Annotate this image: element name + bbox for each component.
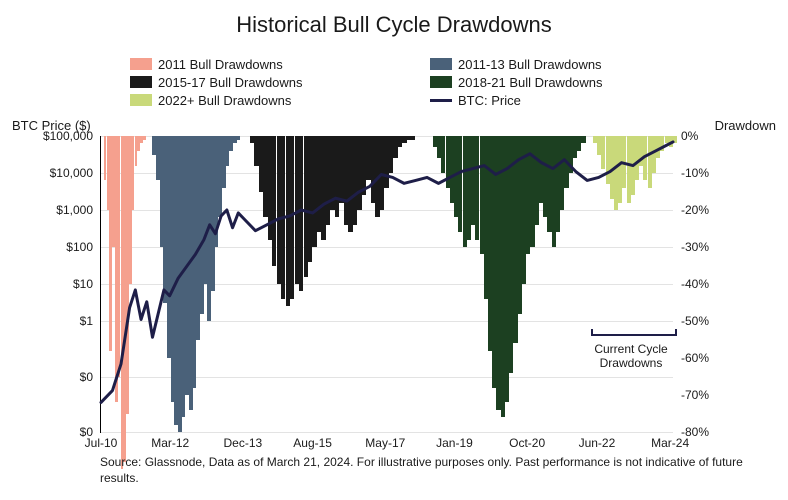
y-right-tick: -50% (681, 314, 709, 328)
legend-label: 2018-21 Bull Drawdowns (458, 75, 603, 90)
x-tick: Mar-12 (151, 436, 189, 450)
y-left-tick: $0 (23, 425, 93, 439)
x-tick: Oct-20 (509, 436, 545, 450)
y-right-tick: -70% (681, 388, 709, 402)
x-tick: Dec-13 (224, 436, 263, 450)
legend-label: 2022+ Bull Drawdowns (158, 93, 291, 108)
source-note: Source: Glassnode, Data as of March 21, … (100, 454, 768, 486)
chart-title: Historical Bull Cycle Drawdowns (0, 12, 788, 38)
plot-area: Current Cycle Drawdowns $100,000$10,000$… (100, 136, 673, 433)
swatch (130, 76, 152, 88)
y-right-label: Drawdown (715, 118, 776, 133)
swatch (130, 58, 152, 70)
x-tick: Jan-19 (436, 436, 473, 450)
x-tick: May-17 (365, 436, 405, 450)
x-tick: Jul-10 (85, 436, 118, 450)
price-line (101, 142, 673, 402)
y-right-tick: -10% (681, 166, 709, 180)
y-left-tick: $1 (23, 314, 93, 328)
y-left-tick: $0 (23, 370, 93, 384)
legend-label: 2011-13 Bull Drawdowns (458, 57, 602, 72)
legend-item: 2018-21 Bull Drawdowns (430, 75, 690, 90)
y-right-tick: -60% (681, 351, 709, 365)
legend-item: 2022+ Bull Drawdowns (130, 93, 390, 108)
legend-item: 2015-17 Bull Drawdowns (130, 75, 390, 90)
legend-label: 2011 Bull Drawdowns (158, 57, 283, 72)
legend-item: 2011 Bull Drawdowns (130, 57, 390, 72)
legend-label: BTC: Price (458, 93, 521, 108)
y-left-tick: $10 (23, 277, 93, 291)
gridline-h (101, 432, 673, 433)
y-right-tick: -30% (681, 240, 709, 254)
x-tick: Jun-22 (579, 436, 616, 450)
y-right-tick: -20% (681, 203, 709, 217)
y-left-tick: $100,000 (23, 129, 93, 143)
legend: 2011 Bull Drawdowns 2011-13 Bull Drawdow… (130, 55, 730, 109)
x-tick: Mar-24 (651, 436, 689, 450)
y-left-tick: $1,000 (23, 203, 93, 217)
x-tick: Aug-15 (293, 436, 332, 450)
swatch (430, 58, 452, 70)
price-line-svg (101, 136, 673, 432)
y-right-tick: 0% (681, 129, 698, 143)
swatch (130, 94, 152, 106)
legend-item: BTC: Price (430, 93, 690, 108)
legend-item: 2011-13 Bull Drawdowns (430, 57, 690, 72)
swatch (430, 76, 452, 88)
line-swatch (430, 99, 452, 102)
legend-label: 2015-17 Bull Drawdowns (158, 75, 303, 90)
y-right-tick: -40% (681, 277, 709, 291)
y-left-tick: $100 (23, 240, 93, 254)
y-left-tick: $10,000 (23, 166, 93, 180)
